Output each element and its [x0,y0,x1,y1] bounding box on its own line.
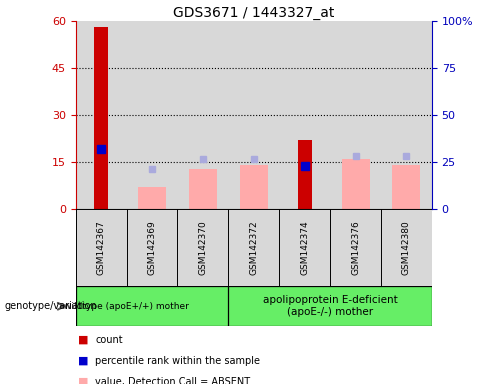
Text: count: count [95,335,123,345]
Bar [178,21,228,209]
Bar [342,159,369,209]
Bar [381,21,432,209]
Bar [76,209,126,286]
Bar [126,209,178,286]
Text: GSM142380: GSM142380 [402,220,411,275]
Text: GSM142372: GSM142372 [249,220,258,275]
Text: ■: ■ [78,377,89,384]
Bar [228,286,432,326]
Text: GSM142374: GSM142374 [300,220,309,275]
Bar [298,140,312,209]
Bar [138,187,166,209]
Bar [279,21,330,209]
Text: ■: ■ [78,356,89,366]
Bar [330,209,381,286]
Bar [392,166,421,209]
Bar [279,209,330,286]
Bar [228,209,279,286]
Bar [94,27,108,209]
Title: GDS3671 / 1443327_at: GDS3671 / 1443327_at [173,6,334,20]
Text: ■: ■ [78,335,89,345]
Bar [126,21,178,209]
Bar [330,21,381,209]
Bar [76,21,126,209]
Text: value, Detection Call = ABSENT: value, Detection Call = ABSENT [95,377,250,384]
Text: apolipoprotein E-deficient
(apoE-/-) mother: apolipoprotein E-deficient (apoE-/-) mot… [263,295,397,317]
Text: GSM142370: GSM142370 [198,220,207,275]
Bar [76,286,228,326]
Bar [381,209,432,286]
Text: GSM142376: GSM142376 [351,220,360,275]
Text: GSM142369: GSM142369 [147,220,157,275]
Text: genotype/variation: genotype/variation [5,301,98,311]
Text: GSM142367: GSM142367 [97,220,105,275]
Bar [178,209,228,286]
Text: wildtype (apoE+/+) mother: wildtype (apoE+/+) mother [64,302,189,311]
Bar [240,166,268,209]
Bar [189,169,217,209]
Text: percentile rank within the sample: percentile rank within the sample [95,356,260,366]
Bar [228,21,279,209]
